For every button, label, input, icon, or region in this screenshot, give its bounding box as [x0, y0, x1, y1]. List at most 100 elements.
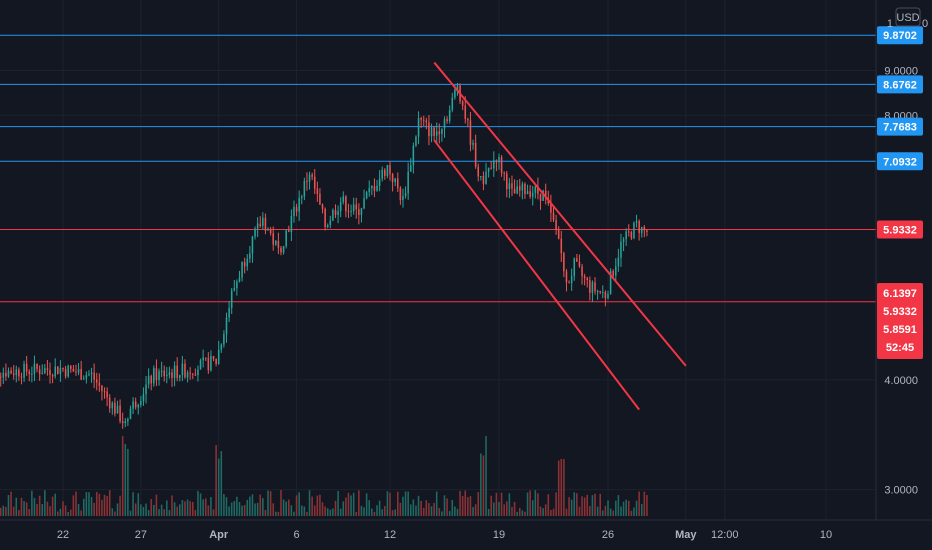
candle-body	[347, 211, 350, 213]
volume-bar	[493, 502, 495, 516]
candle-body	[108, 397, 111, 409]
candle-body	[220, 344, 223, 350]
candle-body	[550, 203, 552, 213]
volume-bar	[581, 496, 583, 516]
volume-bar	[202, 499, 204, 516]
candle-body	[596, 290, 599, 292]
candle-body	[166, 374, 168, 377]
volume-bar	[576, 493, 578, 516]
volume-bar	[82, 498, 85, 516]
candle-body	[490, 167, 492, 169]
candle-body	[506, 173, 508, 190]
volume-bar	[635, 500, 638, 516]
volume-bar	[539, 506, 542, 516]
candle-body	[529, 191, 531, 197]
x-tick-label: May	[675, 529, 697, 541]
volume-bar	[223, 494, 225, 516]
volume-bar	[114, 511, 116, 516]
candle-body	[441, 128, 443, 135]
candle-body	[62, 368, 64, 370]
price-level-tag-text: 7.7683	[883, 122, 917, 134]
volume-bar	[31, 490, 33, 516]
volume-bar	[521, 510, 524, 516]
candle-body	[622, 239, 625, 242]
candle-body	[594, 282, 596, 292]
volume-bar	[67, 511, 69, 516]
volume-bar	[630, 510, 633, 516]
candle-body	[363, 198, 365, 209]
volume-bar	[155, 494, 158, 516]
volume-bar	[397, 491, 399, 516]
volume-bar	[404, 491, 407, 516]
candle-body	[524, 183, 526, 195]
candle-body	[225, 317, 228, 335]
current-price-line: 5.8591	[883, 324, 917, 336]
candle-body	[82, 378, 85, 380]
candle-body	[329, 220, 332, 226]
current-price-box	[877, 283, 923, 359]
price-level-tag	[877, 220, 923, 239]
candle-body	[217, 349, 220, 364]
channel-layer	[433, 61, 687, 411]
volume-bar	[420, 500, 422, 516]
candle-body	[243, 262, 246, 267]
volume-bar	[620, 506, 622, 516]
candle-body	[168, 372, 171, 375]
volume-bar	[134, 503, 137, 516]
candle-body	[93, 372, 95, 380]
candle-body	[391, 174, 394, 183]
candle-body	[425, 120, 428, 123]
candle-body	[319, 193, 321, 205]
volume-bar	[438, 508, 441, 516]
candle-body	[288, 230, 290, 232]
time-axis[interactable]: 22 27 Apr 6 12 19 26 May 12:00 10	[57, 529, 832, 541]
candle-body	[186, 372, 189, 378]
volume-bar	[277, 511, 280, 516]
volume-bar	[394, 509, 396, 516]
volume-bar	[542, 508, 544, 516]
volume-bar	[5, 506, 7, 516]
volume-bar	[534, 490, 537, 516]
candle-body	[337, 211, 339, 215]
volume-bar	[578, 506, 581, 516]
volume-bar	[225, 497, 228, 516]
volume-bar	[145, 503, 147, 516]
candle-body	[568, 282, 570, 284]
candle-body	[145, 384, 147, 395]
candle-body	[586, 277, 589, 281]
volume-bar	[93, 502, 95, 516]
volume-bar	[435, 491, 438, 516]
candle-body	[150, 375, 153, 384]
volume-bar	[373, 511, 376, 516]
volume-bar	[498, 501, 500, 516]
candle-body	[67, 365, 69, 377]
candle-body	[534, 186, 537, 193]
candle-body	[181, 363, 184, 376]
volume-bar	[285, 501, 287, 516]
candle-body	[451, 97, 454, 110]
volume-bar	[212, 509, 215, 516]
volume-bar	[550, 509, 552, 516]
volume-bar	[482, 455, 485, 516]
candle-body	[467, 118, 469, 121]
candle-body	[160, 370, 163, 372]
x-tick-label: 26	[602, 529, 614, 541]
volume-bar	[319, 494, 321, 516]
candle-body	[0, 376, 2, 378]
candle-body	[46, 368, 49, 371]
volume-bar	[337, 491, 339, 516]
volume-bar	[409, 504, 412, 516]
candle-body	[404, 193, 407, 196]
currency-badge[interactable]: USD	[895, 7, 921, 27]
volume-bar	[303, 506, 306, 516]
volume-bar	[596, 506, 599, 516]
candle-body	[368, 188, 371, 193]
candle-body	[72, 368, 75, 372]
volume-bar	[358, 490, 360, 516]
volume-bar	[300, 505, 303, 516]
candle-body	[36, 363, 38, 370]
volume-bar	[368, 500, 371, 516]
